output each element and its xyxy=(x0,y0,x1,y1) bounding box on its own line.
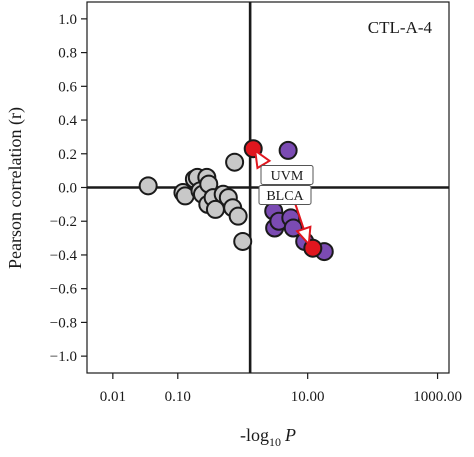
nonsignificant-point xyxy=(228,206,248,226)
x-tick-label: 0.01 xyxy=(100,389,126,405)
y-tick-label: −0.2 xyxy=(50,214,77,230)
y-tick-label: 0.4 xyxy=(58,113,77,129)
x-axis-label: -log10 P xyxy=(240,425,296,449)
x-tick-label: 0.10 xyxy=(165,389,191,405)
significant-point xyxy=(278,140,298,160)
annotation-box xyxy=(260,165,314,185)
y-tick-label: −0.6 xyxy=(50,282,78,298)
nonsignificant-point xyxy=(225,152,245,172)
x-tick-label: 10.00 xyxy=(291,389,325,405)
y-tick-label: 0.0 xyxy=(58,181,77,197)
y-tick-label: −0.4 xyxy=(50,248,78,264)
x-axis-label-subscript: 10 xyxy=(269,435,281,449)
annotations: UVM BLCA xyxy=(253,148,314,247)
annotation-label: BLCA xyxy=(266,189,304,204)
y-axis-label: Pearson correlation (r) xyxy=(5,107,26,269)
chart-title: CTL-A-4 xyxy=(368,18,433,37)
annotation-label: UVM xyxy=(271,169,304,184)
y-tick-label: 0.2 xyxy=(58,147,77,163)
y-tick-label: −0.8 xyxy=(50,315,77,331)
x-tick-label: 1000.00 xyxy=(413,389,462,405)
x-axis-label-prefix: -log xyxy=(240,425,269,445)
annotation-arrowhead xyxy=(253,148,272,170)
annotation-box xyxy=(258,185,312,205)
annotation-arrowhead xyxy=(295,225,312,247)
nonsignificant-point xyxy=(233,231,253,251)
x-axis: 0.01 0.10 10.00 1000.00 xyxy=(100,373,462,405)
nonsignificant-point xyxy=(138,176,158,196)
y-tick-label: 0.6 xyxy=(58,79,77,95)
y-axis: 1.0 0.8 0.6 0.4 0.2 0.0 −0.2 −0.4 −0.6 −0.8 −1.0 xyxy=(50,12,87,365)
y-tick-label: −1.0 xyxy=(50,349,77,365)
y-tick-label: 1.0 xyxy=(58,12,77,28)
y-tick-label: 0.8 xyxy=(58,46,77,62)
x-axis-label-variable: P xyxy=(284,425,296,445)
